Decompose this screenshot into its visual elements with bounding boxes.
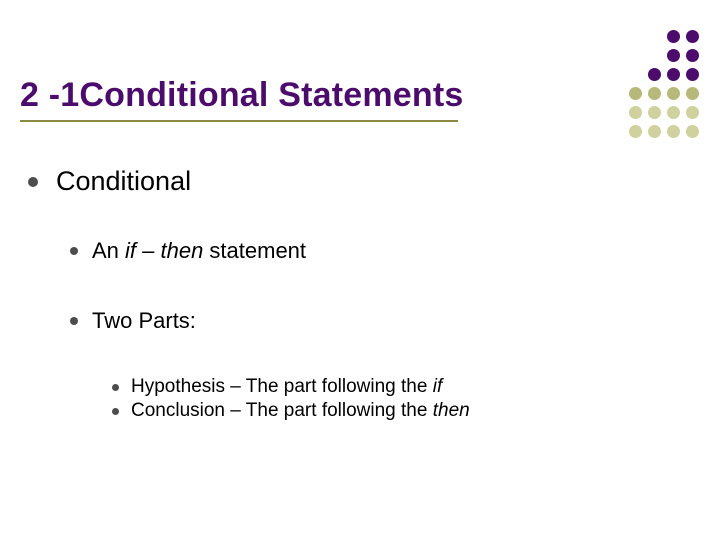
title-underline <box>20 120 458 122</box>
txt-pre: An <box>92 238 125 263</box>
bullet-lvl2: Two Parts: <box>70 308 196 334</box>
decorative-dot <box>648 125 661 138</box>
bullet-lvl2-text: An if – then statement <box>92 238 306 264</box>
decorative-dot <box>667 68 680 81</box>
bullet-lvl3-text: Conclusion – The part following the then <box>131 400 470 422</box>
slide-title: 2 -1Conditional Statements <box>20 76 463 115</box>
decorative-dot <box>686 68 699 81</box>
decorative-dot <box>667 125 680 138</box>
decorative-dot <box>686 30 699 43</box>
bullet-lvl1: Conditional <box>28 166 191 197</box>
decorative-dot <box>629 125 642 138</box>
decorative-dot <box>667 106 680 119</box>
bullet-lvl2: An if – then statement <box>70 238 306 264</box>
decorative-dot <box>686 87 699 100</box>
decorative-dot <box>667 30 680 43</box>
decorative-dot <box>686 106 699 119</box>
bullet-lvl1-text: Conditional <box>56 166 191 197</box>
bullet-dot-icon <box>70 317 78 325</box>
bullet-dot-icon <box>70 247 78 255</box>
txt-italic: then <box>433 400 470 421</box>
decorative-dot <box>648 106 661 119</box>
decorative-dot <box>648 87 661 100</box>
bullet-lvl3: Conclusion – The part following the then <box>112 400 470 422</box>
bullet-dot-icon <box>112 384 119 391</box>
txt-italic: if – then <box>125 238 203 263</box>
decorative-dot-grid <box>629 30 702 141</box>
txt-pre: Conclusion – The part following the <box>131 400 433 421</box>
decorative-dot <box>686 49 699 62</box>
slide: { "colors": { "title": "#4b0c6b", "under… <box>0 0 720 540</box>
decorative-dot <box>686 125 699 138</box>
bullet-lvl2-text: Two Parts: <box>92 308 196 334</box>
bullet-lvl3: Hypothesis – The part following the if <box>112 376 442 398</box>
txt-post: statement <box>203 238 306 263</box>
decorative-dot <box>629 87 642 100</box>
decorative-dot <box>667 87 680 100</box>
decorative-dot <box>629 106 642 119</box>
bullet-dot-icon <box>28 177 38 187</box>
bullet-dot-icon <box>112 408 119 415</box>
decorative-dot <box>648 68 661 81</box>
decorative-dot <box>667 49 680 62</box>
txt-pre: Hypothesis – The part following the <box>131 376 433 397</box>
txt-italic: if <box>433 376 443 397</box>
bullet-lvl3-text: Hypothesis – The part following the if <box>131 376 442 398</box>
